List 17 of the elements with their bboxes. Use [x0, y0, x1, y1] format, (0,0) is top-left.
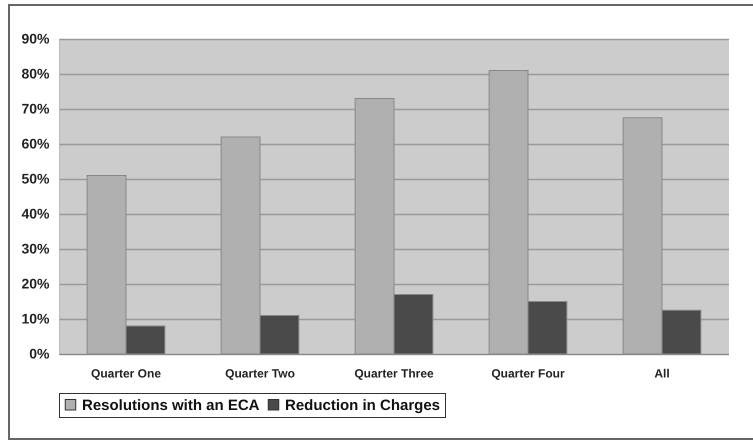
x-tick-label: All — [654, 366, 670, 380]
y-tick-label: 20% — [21, 276, 50, 292]
y-tick-label: 80% — [21, 66, 50, 82]
y-tick-label: 90% — [21, 30, 50, 46]
y-tick-label: 30% — [21, 240, 50, 256]
x-tick-label: Quarter One — [90, 366, 162, 380]
y-tick-label: 40% — [21, 206, 50, 222]
legend-label: Reduction in Charges — [285, 396, 440, 414]
x-tick-label: Quarter Three — [354, 366, 434, 380]
y-tick-label: 0% — [29, 346, 50, 362]
y-tick-label: 10% — [21, 310, 50, 326]
x-tick-label: Quarter Four — [491, 366, 565, 380]
y-tick-label: 60% — [21, 136, 50, 152]
y-tick-label: 70% — [21, 100, 50, 116]
legend-label: Resolutions with an ECA — [82, 396, 260, 414]
x-tick-label: Quarter Two — [225, 366, 295, 380]
y-tick-label: 50% — [21, 170, 50, 186]
